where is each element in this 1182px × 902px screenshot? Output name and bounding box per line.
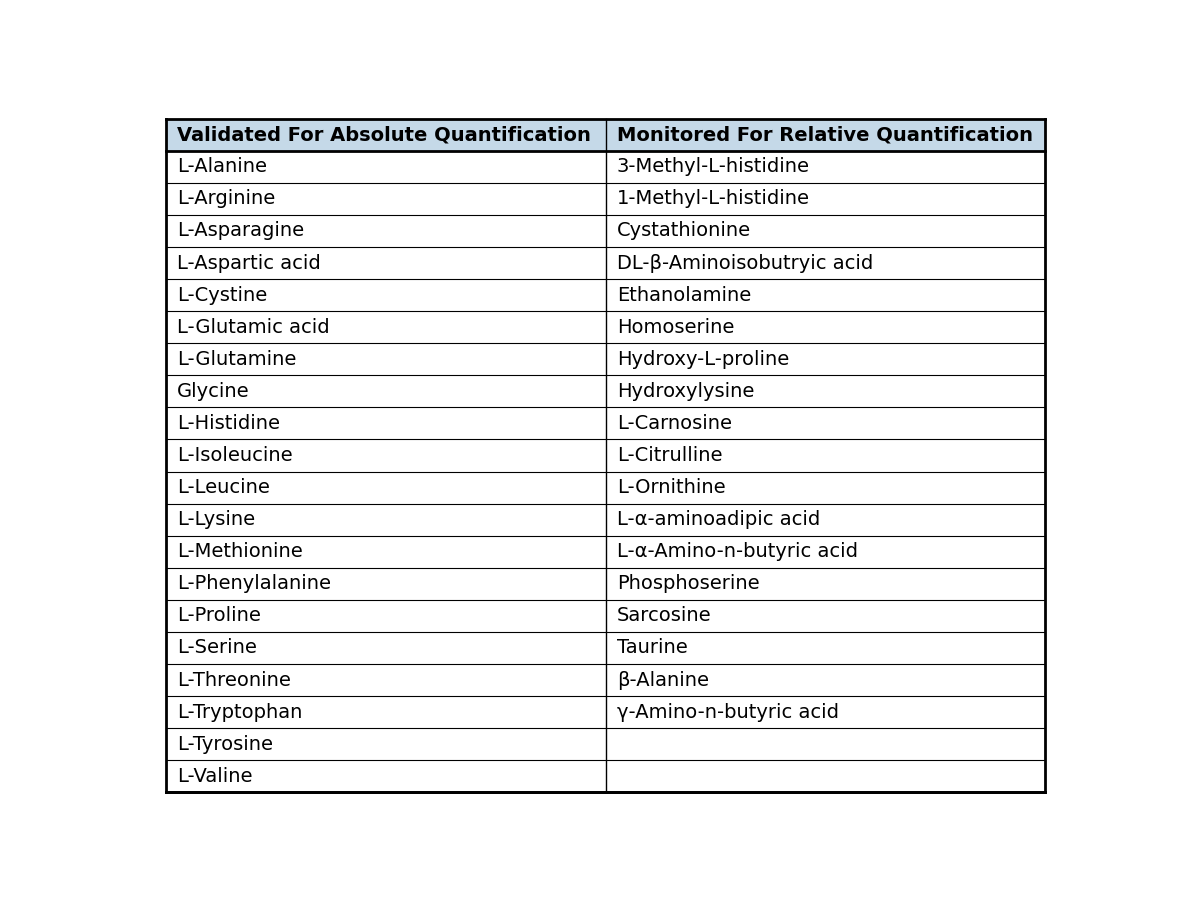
Text: Hydroxy-L-proline: Hydroxy-L-proline — [617, 350, 790, 369]
Text: β-Alanine: β-Alanine — [617, 670, 709, 689]
Text: L-Alanine: L-Alanine — [177, 157, 267, 176]
Text: L-Carnosine: L-Carnosine — [617, 414, 732, 433]
Text: L-Valine: L-Valine — [177, 767, 253, 786]
Text: L-Serine: L-Serine — [177, 639, 256, 658]
Text: L-Asparagine: L-Asparagine — [177, 222, 304, 241]
Text: Sarcosine: Sarcosine — [617, 606, 712, 625]
Text: L-Phenylalanine: L-Phenylalanine — [177, 575, 331, 594]
Text: Glycine: Glycine — [177, 382, 249, 400]
Text: L-Proline: L-Proline — [177, 606, 261, 625]
Text: L-Leucine: L-Leucine — [177, 478, 269, 497]
Text: Cystathionine: Cystathionine — [617, 222, 751, 241]
Text: L-Arginine: L-Arginine — [177, 189, 275, 208]
Text: L-Histidine: L-Histidine — [177, 414, 280, 433]
Text: Taurine: Taurine — [617, 639, 688, 658]
Text: Hydroxylysine: Hydroxylysine — [617, 382, 754, 400]
Text: L-Lysine: L-Lysine — [177, 511, 255, 529]
Text: L-Aspartic acid: L-Aspartic acid — [177, 253, 320, 272]
Text: Homoserine: Homoserine — [617, 318, 734, 336]
Text: L-α-aminoadipic acid: L-α-aminoadipic acid — [617, 511, 820, 529]
Text: Validated For Absolute Quantification: Validated For Absolute Quantification — [177, 125, 591, 144]
Text: L-Citrulline: L-Citrulline — [617, 446, 722, 465]
Text: L-Tryptophan: L-Tryptophan — [177, 703, 303, 722]
Text: Ethanolamine: Ethanolamine — [617, 286, 751, 305]
Text: 3-Methyl-L-histidine: 3-Methyl-L-histidine — [617, 157, 810, 176]
Text: L-Glutamic acid: L-Glutamic acid — [177, 318, 330, 336]
Text: L-Tyrosine: L-Tyrosine — [177, 735, 273, 754]
Text: DL-β-Aminoisobutryic acid: DL-β-Aminoisobutryic acid — [617, 253, 873, 272]
Text: L-Threonine: L-Threonine — [177, 670, 291, 689]
Text: Monitored For Relative Quantification: Monitored For Relative Quantification — [617, 125, 1033, 144]
Text: L-Isoleucine: L-Isoleucine — [177, 446, 293, 465]
Text: L-Glutamine: L-Glutamine — [177, 350, 297, 369]
Text: γ-Amino-n-butyric acid: γ-Amino-n-butyric acid — [617, 703, 839, 722]
Text: L-Ornithine: L-Ornithine — [617, 478, 726, 497]
Bar — [165, 119, 1045, 151]
Text: 1-Methyl-L-histidine: 1-Methyl-L-histidine — [617, 189, 810, 208]
Text: L-α-Amino-n-butyric acid: L-α-Amino-n-butyric acid — [617, 542, 858, 561]
Text: L-Cystine: L-Cystine — [177, 286, 267, 305]
Text: L-Methionine: L-Methionine — [177, 542, 303, 561]
Text: Phosphoserine: Phosphoserine — [617, 575, 759, 594]
